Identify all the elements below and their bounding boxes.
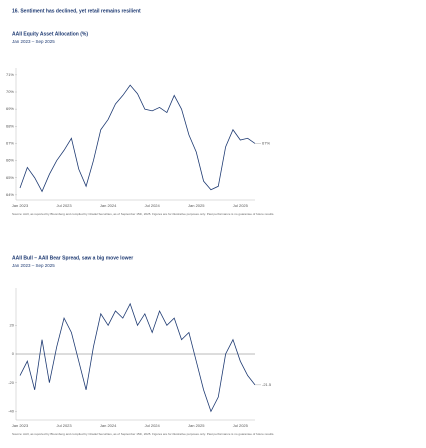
y-tick-label: 20: [10, 322, 15, 327]
y-tick-label: 66%: [6, 158, 14, 163]
y-tick-label: 65%: [6, 175, 14, 180]
y-tick-label: 68%: [6, 123, 14, 128]
x-tick-label: Jan 2023: [12, 423, 29, 428]
x-tick-label: Jul 2025: [233, 423, 249, 428]
y-tick-label: -40: [8, 408, 15, 413]
x-tick-label: Jul 2024: [145, 203, 161, 208]
y-tick-label: 70%: [6, 89, 14, 94]
end-label: -21.5: [262, 382, 272, 387]
chart-title: AAII Equity Asset Allocation (%): [12, 31, 88, 37]
y-tick-label: -20: [8, 380, 15, 385]
x-tick-label: Jan 2024: [100, 203, 117, 208]
x-tick-label: Jul 2024: [145, 423, 161, 428]
x-tick-label: Jul 2023: [57, 203, 73, 208]
line-series: [19, 84, 256, 193]
y-tick-label: 0: [12, 351, 15, 356]
end-label: 67%: [262, 140, 270, 145]
line-series: [19, 302, 256, 413]
footnote: Source: AAII, as reported by Bloomberg a…: [12, 432, 274, 436]
y-tick-label: 71%: [6, 72, 14, 77]
chart-title: AAII Bull – AAII Bear Spread, saw a big …: [12, 255, 133, 261]
y-tick-label: 69%: [6, 106, 14, 111]
page-title: 16. Sentiment has declined, yet retail r…: [12, 8, 141, 14]
chart-subtitle: Jan 2023 – Sep 2025: [12, 263, 55, 268]
y-tick-label: 64%: [6, 192, 14, 197]
x-tick-label: Jul 2023: [57, 423, 73, 428]
chart-subtitle: Jan 2023 – Sep 2025: [12, 39, 55, 44]
x-tick-label: Jul 2025: [233, 203, 249, 208]
footnote: Source: AAII, as reported by Bloomberg a…: [12, 212, 274, 216]
x-tick-label: Jan 2025: [188, 423, 205, 428]
x-tick-label: Jan 2024: [100, 423, 117, 428]
y-tick-label: 67%: [6, 140, 14, 145]
x-tick-label: Jan 2025: [188, 203, 205, 208]
x-tick-label: Jan 2023: [12, 203, 29, 208]
